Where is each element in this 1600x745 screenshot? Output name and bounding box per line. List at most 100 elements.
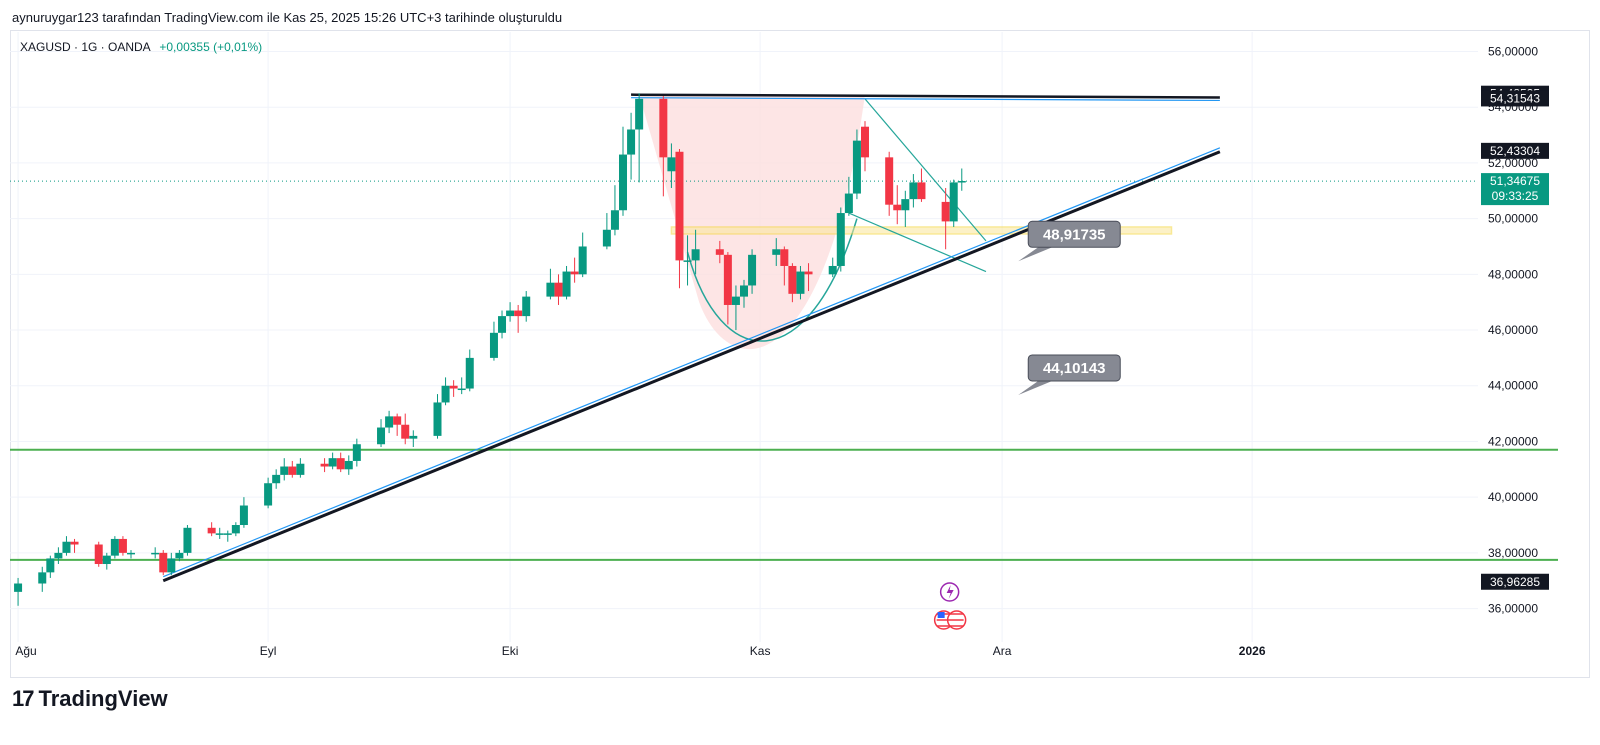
y-tick-label: 46,00000 xyxy=(1488,323,1538,337)
candle-body xyxy=(62,541,71,553)
candle-body xyxy=(901,199,910,211)
candle-body xyxy=(231,525,240,534)
candle-body xyxy=(796,271,805,294)
y-tick-label: 36,00000 xyxy=(1488,602,1538,616)
price-tag-label: 36,96285 xyxy=(1490,575,1540,589)
callout-label: 48,91735 xyxy=(1043,226,1106,243)
x-tick-label: Eki xyxy=(502,644,519,658)
candle-body xyxy=(54,552,63,559)
candle-body xyxy=(175,552,184,559)
candle-body xyxy=(223,533,232,535)
candle-body xyxy=(239,505,248,526)
candle-body xyxy=(836,213,845,266)
candle-body xyxy=(377,427,386,445)
x-tick-label: Ara xyxy=(993,644,1012,658)
trendline-channel xyxy=(163,147,1221,578)
candle-body xyxy=(498,316,507,333)
candle-body xyxy=(288,466,297,475)
x-tick-label: Eyl xyxy=(260,644,277,658)
y-tick-label: 56,00000 xyxy=(1488,44,1538,58)
wedge-upper-line xyxy=(864,98,987,242)
candle-body xyxy=(167,558,176,573)
candle-body xyxy=(602,229,611,247)
candle-body xyxy=(449,385,458,389)
resistance-line xyxy=(631,93,1220,99)
candle-body xyxy=(441,385,450,403)
callout-box xyxy=(1027,354,1121,382)
chart-attribution: aynuruygar123 tarafından TradingView.com… xyxy=(12,10,563,25)
candle-body xyxy=(748,254,757,286)
y-tick-label: 52,00000 xyxy=(1488,156,1538,170)
candle-body xyxy=(70,541,79,545)
candle-body xyxy=(546,282,555,297)
candle-body xyxy=(610,210,619,230)
callout-label: 44,10143 xyxy=(1043,360,1106,377)
candle-body xyxy=(723,254,732,305)
candle-body xyxy=(38,572,47,584)
candle-body xyxy=(570,271,579,275)
y-tick-label: 38,00000 xyxy=(1488,546,1538,560)
price-tag-label: 52,43304 xyxy=(1490,144,1540,158)
candle-body xyxy=(731,296,740,305)
candle-body xyxy=(215,533,224,535)
candle-body xyxy=(659,98,668,158)
candle-body xyxy=(860,126,869,158)
candle-body xyxy=(740,285,748,297)
last-price-tag xyxy=(1481,173,1549,206)
callout-pointer xyxy=(1018,247,1053,262)
tradingview-logo[interactable]: 17 TradingView xyxy=(12,686,168,712)
support-zone xyxy=(670,226,1173,235)
x-tick-label: Ağu xyxy=(15,644,36,658)
candle-body xyxy=(949,182,958,222)
y-tick-label: 48,00000 xyxy=(1488,267,1538,281)
candle-body xyxy=(393,416,402,425)
price-tag xyxy=(1481,142,1549,159)
candle-body xyxy=(828,265,837,275)
candle-body xyxy=(118,538,127,553)
candle-body xyxy=(635,98,644,130)
candle-body xyxy=(465,357,474,389)
candle-body xyxy=(409,435,418,439)
candle-body xyxy=(941,201,950,222)
candle-body xyxy=(336,458,345,470)
candle-body xyxy=(917,182,926,200)
symbol-legend[interactable]: XAGUSD · 1G · OANDA +0,00355 (+0,01%) xyxy=(20,40,262,54)
candle-body xyxy=(159,552,168,573)
candle-body xyxy=(522,296,531,317)
candle-body xyxy=(667,157,676,172)
wedge-lower-line xyxy=(848,212,987,273)
candle-body xyxy=(102,555,111,565)
candle-body xyxy=(844,193,853,214)
candle-body xyxy=(893,204,902,211)
candle-body xyxy=(627,129,636,155)
candle-body xyxy=(183,527,192,553)
candle-body xyxy=(264,483,273,506)
candle-body xyxy=(506,310,515,317)
x-tick-label: Kas xyxy=(750,644,771,658)
candle-body xyxy=(715,249,724,255)
candle-body xyxy=(14,583,23,592)
y-tick-label: 40,00000 xyxy=(1488,490,1538,504)
symbol-change: +0,00355 (+0,01%) xyxy=(159,40,263,54)
tradingview-logo-text: TradingView xyxy=(38,686,168,711)
candle-body xyxy=(385,416,394,428)
candle-body xyxy=(110,538,119,556)
candle-body xyxy=(207,527,216,534)
candle-body xyxy=(788,265,797,294)
candle-body xyxy=(328,458,337,467)
candle-body xyxy=(909,182,918,200)
candle-body xyxy=(126,552,135,555)
candle-body xyxy=(578,246,587,275)
price-tag-label: 54,31543 xyxy=(1490,91,1540,105)
lightning-bolt-icon xyxy=(946,585,954,599)
last-price-value: 51,34675 xyxy=(1490,174,1540,188)
symbol-name: XAGUSD · 1G · OANDA xyxy=(20,40,151,54)
candle-body xyxy=(675,151,684,261)
resistance-channel xyxy=(631,97,1220,102)
candle-body xyxy=(433,402,442,436)
candle-body xyxy=(352,444,361,461)
candle-body xyxy=(957,181,966,183)
candle-body xyxy=(457,388,466,391)
candle-body xyxy=(554,282,563,297)
